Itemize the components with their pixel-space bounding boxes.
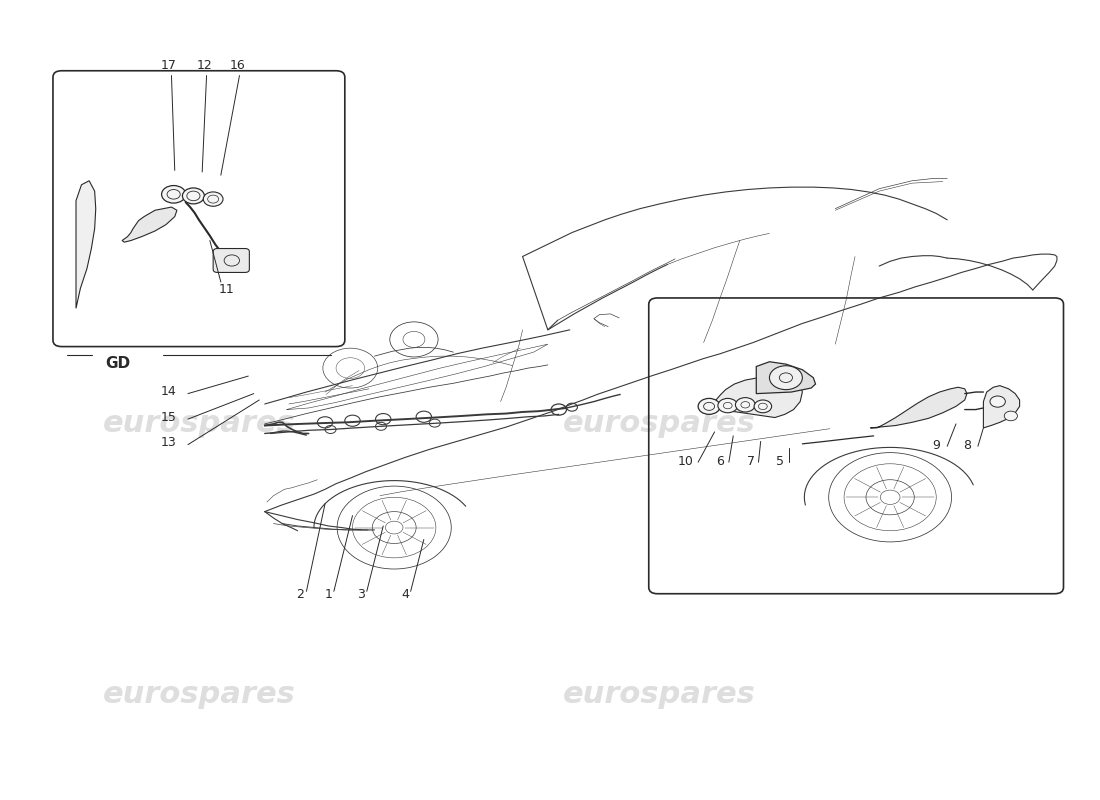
Polygon shape: [983, 386, 1020, 428]
Text: eurospares: eurospares: [563, 681, 756, 710]
Circle shape: [736, 398, 756, 412]
Circle shape: [755, 400, 771, 413]
Text: 4: 4: [402, 588, 409, 601]
Text: 2: 2: [296, 588, 304, 601]
Circle shape: [162, 186, 186, 203]
Text: 6: 6: [716, 454, 724, 468]
Polygon shape: [710, 376, 802, 418]
Text: eurospares: eurospares: [102, 410, 295, 438]
Text: 17: 17: [161, 58, 176, 71]
Text: eurospares: eurospares: [563, 410, 756, 438]
Circle shape: [990, 396, 1005, 407]
Circle shape: [183, 188, 205, 204]
Circle shape: [1004, 411, 1018, 421]
Polygon shape: [870, 387, 967, 428]
Circle shape: [698, 398, 720, 414]
Text: GD: GD: [106, 356, 131, 371]
Text: 8: 8: [962, 439, 971, 452]
Polygon shape: [757, 362, 815, 394]
Text: 13: 13: [161, 437, 176, 450]
Text: 11: 11: [219, 283, 234, 296]
Text: 7: 7: [747, 454, 755, 468]
Polygon shape: [76, 181, 96, 308]
Text: 1: 1: [324, 588, 332, 601]
Text: 12: 12: [197, 58, 212, 71]
Text: 5: 5: [777, 454, 784, 468]
Text: 15: 15: [161, 411, 176, 424]
Text: 16: 16: [230, 58, 245, 71]
Polygon shape: [122, 207, 177, 242]
Text: 9: 9: [933, 439, 940, 452]
FancyBboxPatch shape: [213, 249, 250, 273]
Circle shape: [769, 366, 802, 390]
Text: 14: 14: [161, 386, 176, 398]
Text: 3: 3: [358, 588, 365, 601]
Text: 10: 10: [678, 454, 694, 468]
Text: eurospares: eurospares: [102, 681, 295, 710]
Circle shape: [718, 398, 738, 413]
Circle shape: [204, 192, 223, 206]
